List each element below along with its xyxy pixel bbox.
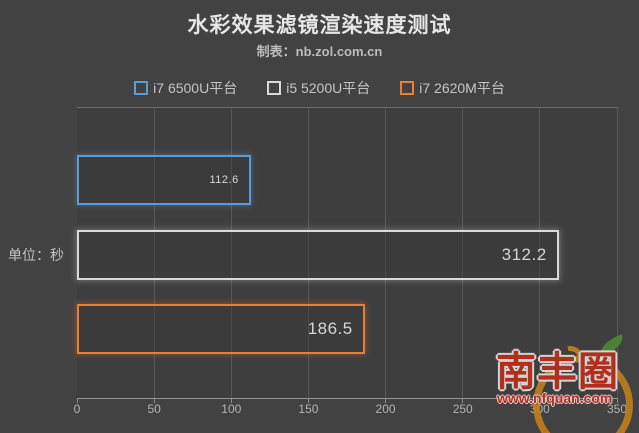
x-tick-label: 0 — [73, 402, 81, 416]
gridline — [616, 108, 618, 398]
gridline — [153, 108, 155, 398]
x-tick-label: 50 — [147, 402, 161, 416]
chart-title: 水彩效果滤镜渲染速度测试 — [187, 14, 452, 37]
y-unit-label: 单位：秒 — [8, 247, 64, 263]
x-tick-label: 250 — [452, 402, 473, 416]
legend-swatch-icon — [134, 81, 149, 95]
legend-label: i7 6500U平台 — [153, 80, 238, 96]
legend-item-2: i5 5200U平台 — [267, 78, 370, 98]
x-tick-label: 150 — [298, 402, 319, 416]
gridline — [307, 108, 309, 398]
legend-swatch-icon — [267, 81, 282, 95]
chart-subtitle: 制表：nb.zol.com.cn — [256, 44, 383, 59]
watermark-brand-text: 南丰圈 — [496, 350, 619, 394]
gridline — [539, 108, 541, 398]
bar-2: 312.2 — [77, 230, 559, 280]
gridline — [230, 108, 232, 398]
bar-3: 186.5 — [77, 304, 365, 354]
watermark-url-text: www.nfquan.com — [497, 390, 613, 406]
watermark-logo: 南丰圈 www.nfquan.com — [492, 334, 639, 433]
bar-1: 112.6 — [77, 155, 251, 205]
x-tick-mark — [307, 398, 309, 403]
gridline — [462, 108, 464, 398]
x-tick-mark — [230, 398, 232, 403]
legend-label: i5 5200U平台 — [286, 80, 371, 96]
x-tick-mark — [385, 398, 387, 403]
plot-area: 112.6 312.2 186.5 — [76, 107, 618, 403]
bar-value-label: 112.6 — [209, 174, 239, 186]
x-tick-mark — [462, 398, 464, 403]
legend-item-1: i7 6500U平台 — [134, 78, 237, 98]
gridline — [385, 108, 387, 398]
watermark-orange-ring-icon — [533, 355, 633, 433]
legend-label: i7 2620M平台 — [419, 80, 505, 96]
x-tick-label: 200 — [375, 402, 396, 416]
bar-value-label: 186.5 — [307, 319, 353, 338]
bar-value-label: 312.2 — [501, 245, 547, 264]
legend-item-3: i7 2620M平台 — [400, 78, 505, 98]
x-tick-mark — [153, 398, 155, 403]
legend: i7 6500U平台 i5 5200U平台 i7 2620M平台 — [0, 78, 639, 98]
x-tick-label: 100 — [221, 402, 242, 416]
legend-swatch-icon — [400, 81, 415, 95]
x-tick-mark — [76, 398, 78, 403]
